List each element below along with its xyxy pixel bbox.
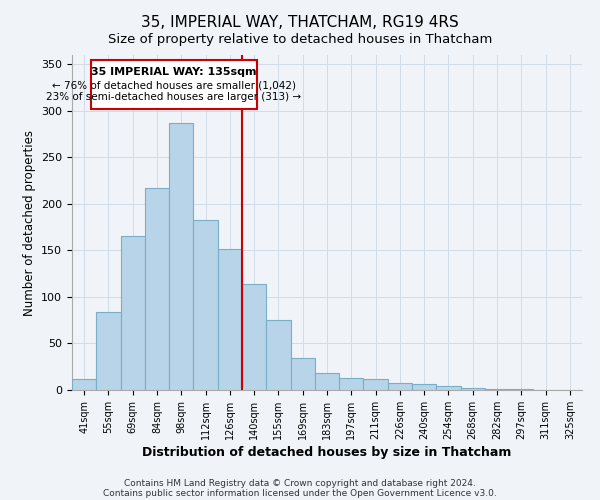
Bar <box>364 379 388 390</box>
Text: 35 IMPERIAL WAY: 135sqm: 35 IMPERIAL WAY: 135sqm <box>91 67 257 77</box>
Text: Contains HM Land Registry data © Crown copyright and database right 2024.: Contains HM Land Registry data © Crown c… <box>124 478 476 488</box>
Text: 35, IMPERIAL WAY, THATCHAM, RG19 4RS: 35, IMPERIAL WAY, THATCHAM, RG19 4RS <box>141 15 459 30</box>
Bar <box>218 250 242 390</box>
Text: ← 76% of detached houses are smaller (1,042): ← 76% of detached houses are smaller (1,… <box>52 80 296 90</box>
Bar <box>121 236 145 390</box>
Text: Size of property relative to detached houses in Thatcham: Size of property relative to detached ho… <box>108 32 492 46</box>
Bar <box>266 320 290 390</box>
Bar <box>388 382 412 390</box>
Bar <box>193 220 218 390</box>
Bar <box>339 378 364 390</box>
Text: 23% of semi-detached houses are larger (313) →: 23% of semi-detached houses are larger (… <box>46 92 302 102</box>
Bar <box>290 358 315 390</box>
Bar <box>485 389 509 390</box>
Bar <box>436 386 461 390</box>
Y-axis label: Number of detached properties: Number of detached properties <box>23 130 35 316</box>
Bar <box>461 388 485 390</box>
Bar <box>169 123 193 390</box>
Text: Contains public sector information licensed under the Open Government Licence v3: Contains public sector information licen… <box>103 488 497 498</box>
Bar <box>96 312 121 390</box>
Bar <box>145 188 169 390</box>
Bar <box>242 284 266 390</box>
Bar <box>72 379 96 390</box>
FancyBboxPatch shape <box>91 60 257 109</box>
Bar <box>412 384 436 390</box>
Bar <box>315 373 339 390</box>
X-axis label: Distribution of detached houses by size in Thatcham: Distribution of detached houses by size … <box>142 446 512 459</box>
Bar <box>509 389 533 390</box>
